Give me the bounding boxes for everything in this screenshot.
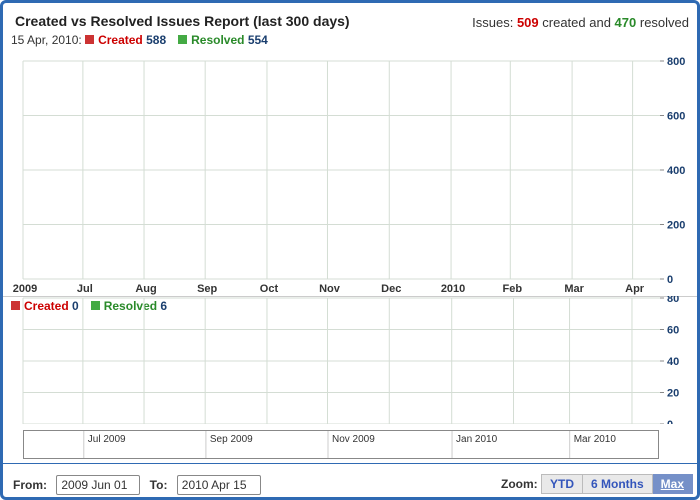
svg-text:Nov 2009: Nov 2009 <box>332 434 375 445</box>
svg-text:60: 60 <box>667 325 679 337</box>
svg-text:600: 600 <box>667 111 685 123</box>
svg-text:Mar 2010: Mar 2010 <box>574 434 617 445</box>
svg-text:Dec: Dec <box>381 283 401 295</box>
svg-text:Aug: Aug <box>135 283 156 295</box>
svg-text:Sep: Sep <box>197 283 217 295</box>
svg-text:Oct: Oct <box>260 283 279 295</box>
svg-text:800: 800 <box>667 56 685 68</box>
svg-text:Nov: Nov <box>319 283 341 295</box>
svg-text:Sep 2009: Sep 2009 <box>210 434 253 445</box>
svg-text:Jul 2009: Jul 2009 <box>88 434 126 445</box>
svg-text:Jan 2010: Jan 2010 <box>456 434 498 445</box>
svg-text:2009: 2009 <box>13 283 37 295</box>
svg-text:Mar: Mar <box>564 283 584 295</box>
svg-text:2010: 2010 <box>441 283 465 295</box>
svg-text:Apr: Apr <box>625 283 645 295</box>
svg-text:40: 40 <box>667 356 679 368</box>
svg-text:400: 400 <box>667 165 685 177</box>
svg-text:Feb: Feb <box>503 283 523 295</box>
svg-text:Jul: Jul <box>77 283 93 295</box>
svg-text:200: 200 <box>667 220 685 232</box>
svg-text:80: 80 <box>667 296 679 305</box>
svg-text:20: 20 <box>667 388 679 400</box>
svg-text:0: 0 <box>667 274 673 286</box>
svg-text:0: 0 <box>667 419 673 424</box>
